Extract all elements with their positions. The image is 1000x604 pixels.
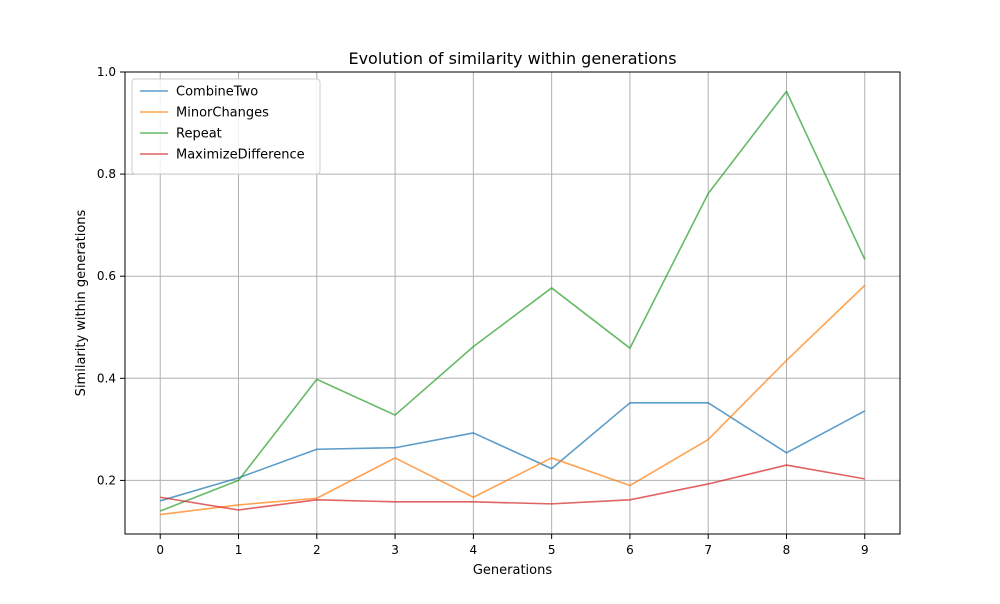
x-tick-label: 2 (313, 543, 321, 557)
series-layer (159, 90, 866, 516)
y-tick-label: 0.6 (97, 269, 116, 283)
y-tick-label: 1.0 (97, 65, 116, 79)
legend-box (131, 78, 321, 175)
plot-frame (124, 71, 901, 535)
series-line-maximizedifference (160, 464, 865, 511)
x-tick-label: 3 (391, 543, 399, 557)
legend-label: Repeat (176, 127, 222, 142)
legend-label: MinorChanges (176, 106, 269, 121)
x-tick-label: 8 (783, 543, 791, 557)
y-axis-label: Similarity within generations (74, 209, 89, 396)
y-tick-label: 0.8 (97, 167, 116, 181)
x-tick-label: 0 (156, 543, 164, 557)
chart-title: Evolution of similarity within generatio… (348, 49, 676, 68)
tick-layer: 0 1 2 3 4 5 6 7 8 9 0.2 0.4 0.6 0.8 1.0 (97, 65, 869, 557)
series-line-minorchanges (160, 284, 866, 516)
x-tick-label: 9 (861, 543, 869, 557)
series-line-repeat (159, 90, 866, 512)
legend-label: MaximizeDifference (176, 148, 305, 163)
legend: CombineTwo MinorChanges Repeat MaximizeDiff… (131, 78, 321, 175)
series-line-combinetwo (160, 402, 866, 502)
x-tick-label: 7 (704, 543, 712, 557)
x-axis-label: Generations (473, 563, 553, 578)
x-tick-label: 1 (235, 543, 243, 557)
x-tick-label: 4 (470, 543, 478, 557)
legend-label: CombineTwo (176, 85, 258, 100)
x-tick-label: 6 (626, 543, 634, 557)
x-tick-label: 5 (548, 543, 556, 557)
y-tick-label: 0.4 (97, 371, 116, 385)
y-tick-label: 0.2 (97, 473, 116, 487)
